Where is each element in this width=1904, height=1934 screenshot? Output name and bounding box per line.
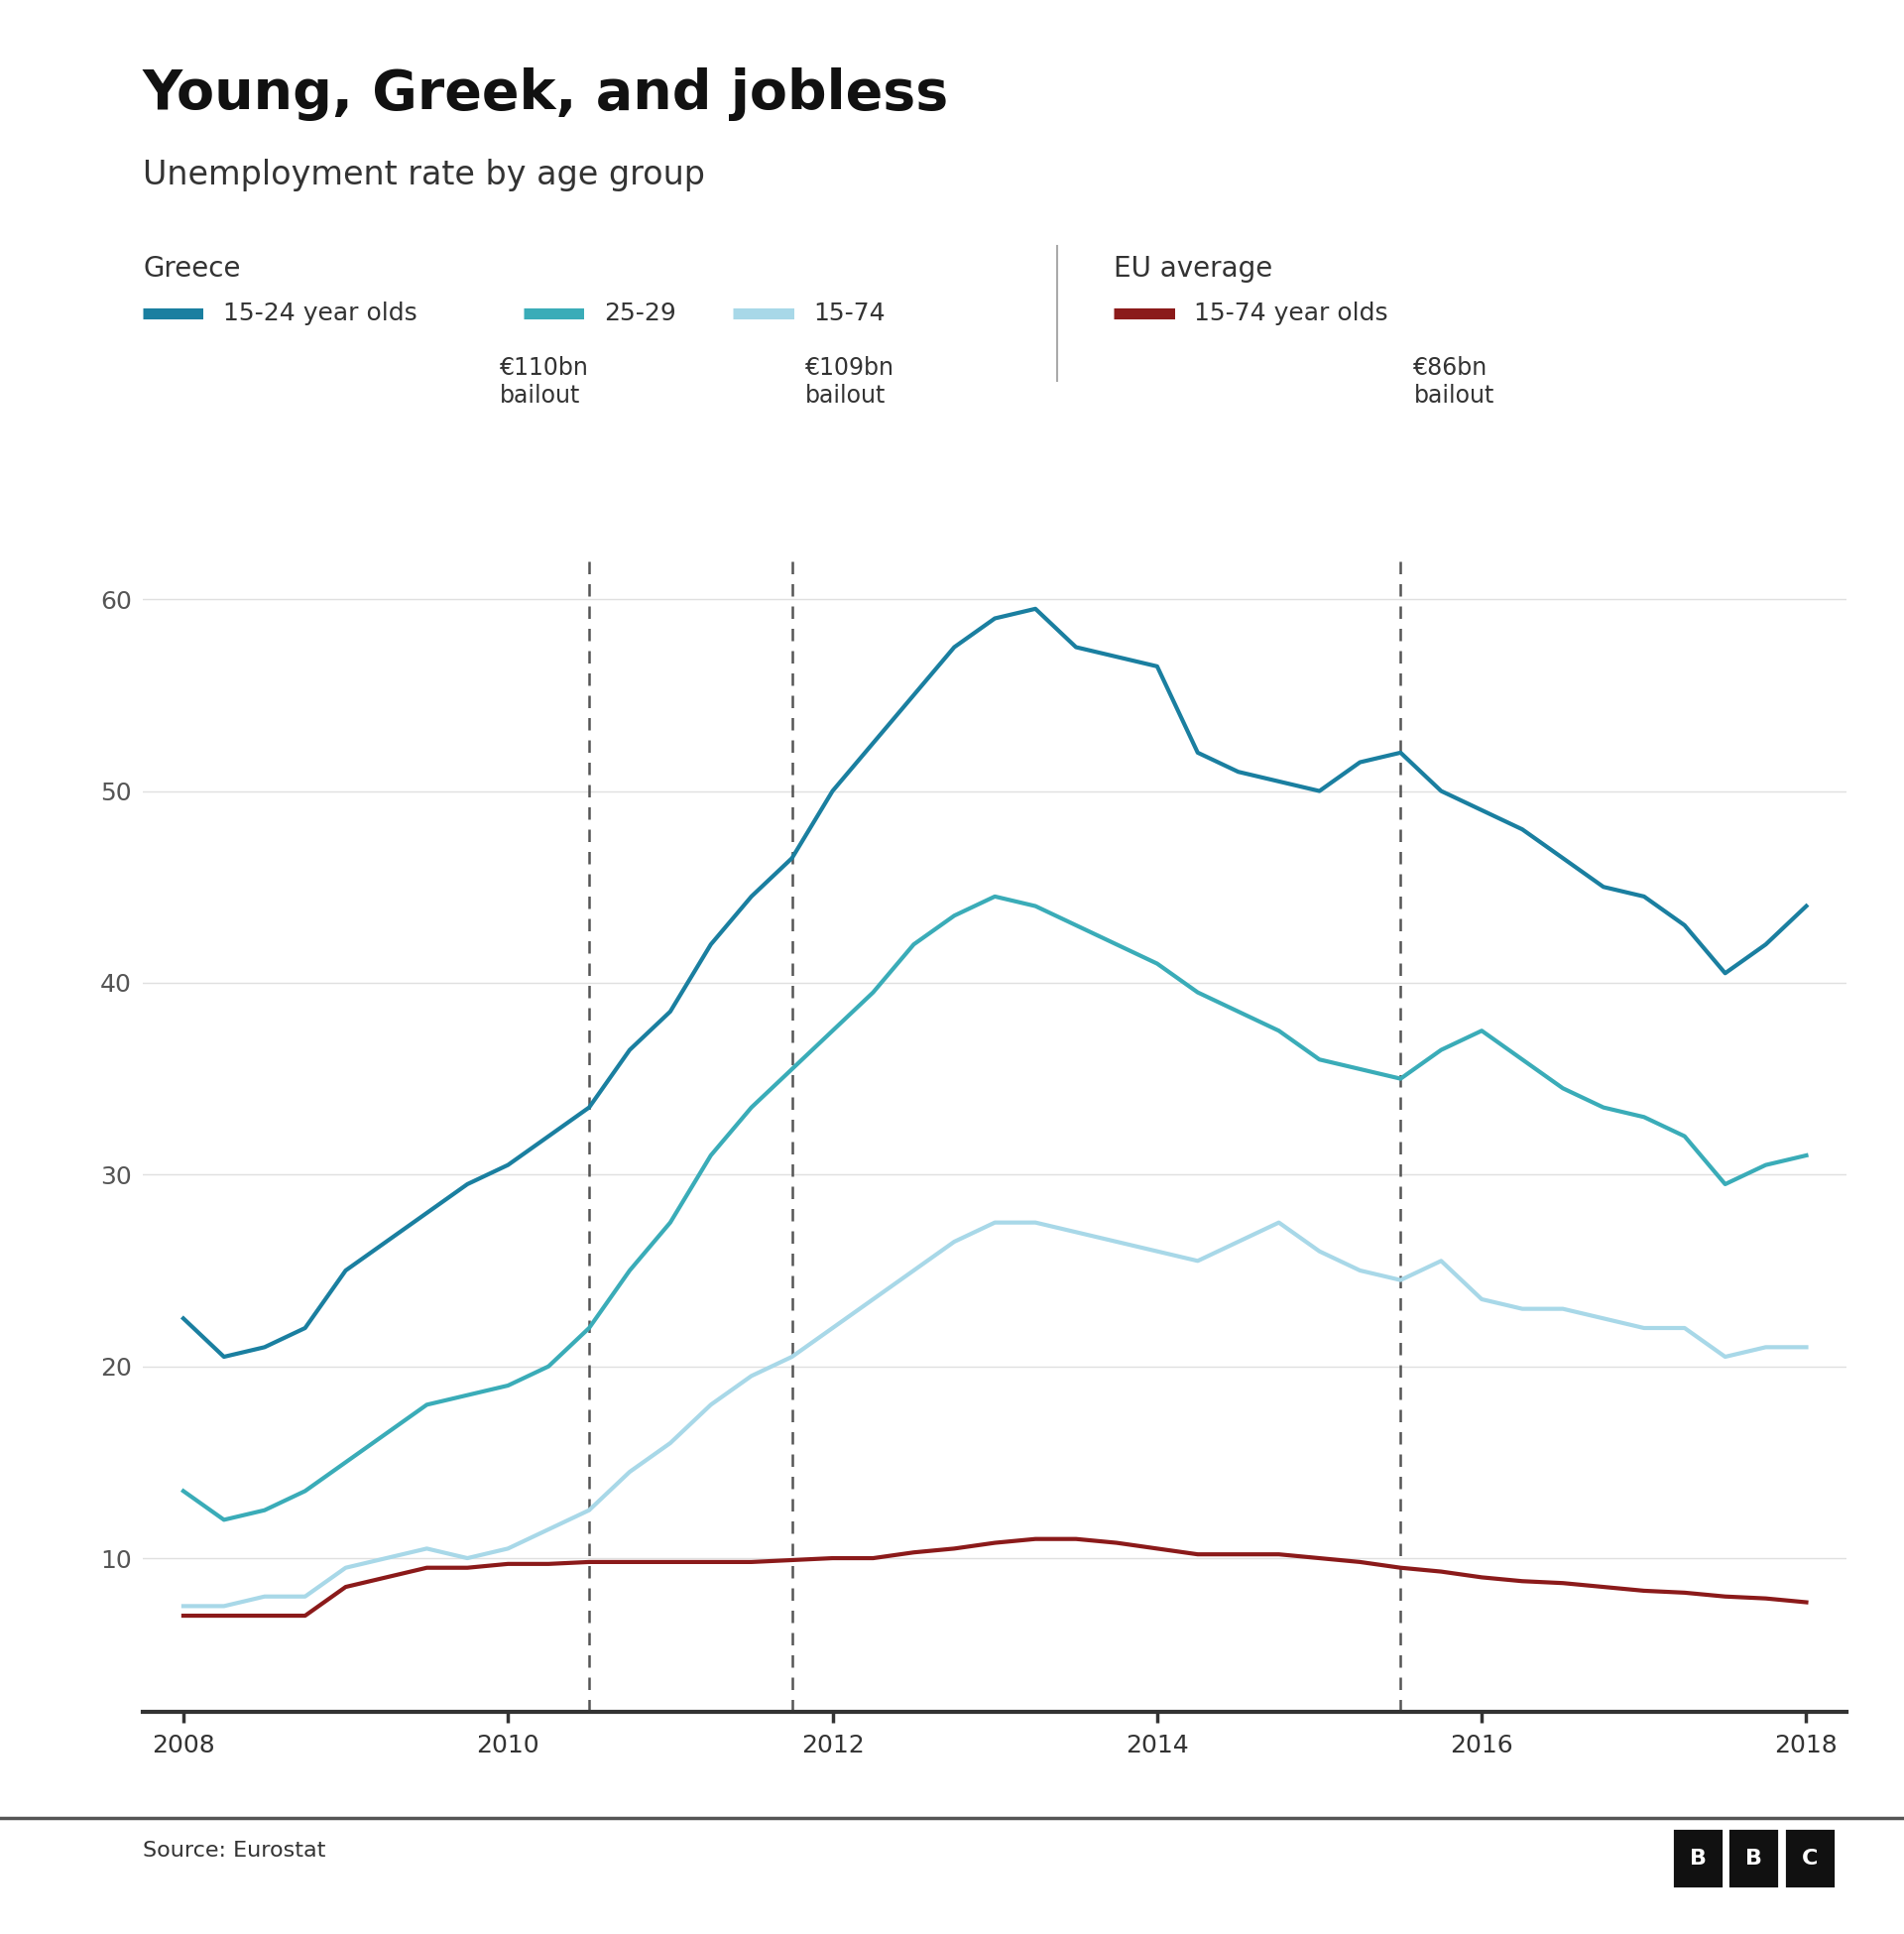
Text: €86bn
bailout: €86bn bailout	[1413, 356, 1495, 408]
Text: 15-24 year olds: 15-24 year olds	[223, 302, 417, 325]
Text: Greece: Greece	[143, 255, 240, 282]
Bar	[1672, 1828, 1723, 1890]
Text: 25-29: 25-29	[604, 302, 676, 325]
Text: 15-74: 15-74	[813, 302, 885, 325]
Bar	[1729, 1828, 1778, 1890]
Bar	[1784, 1828, 1835, 1890]
Text: €109bn
bailout: €109bn bailout	[805, 356, 895, 408]
Text: Unemployment rate by age group: Unemployment rate by age group	[143, 159, 704, 191]
Text: B: B	[1689, 1849, 1706, 1868]
Text: €110bn
bailout: €110bn bailout	[501, 356, 588, 408]
Text: C: C	[1801, 1849, 1818, 1868]
Text: B: B	[1746, 1849, 1761, 1868]
Text: Young, Greek, and jobless: Young, Greek, and jobless	[143, 68, 950, 122]
Text: 15-74 year olds: 15-74 year olds	[1194, 302, 1388, 325]
Text: Source: Eurostat: Source: Eurostat	[143, 1841, 326, 1861]
Text: EU average: EU average	[1114, 255, 1272, 282]
